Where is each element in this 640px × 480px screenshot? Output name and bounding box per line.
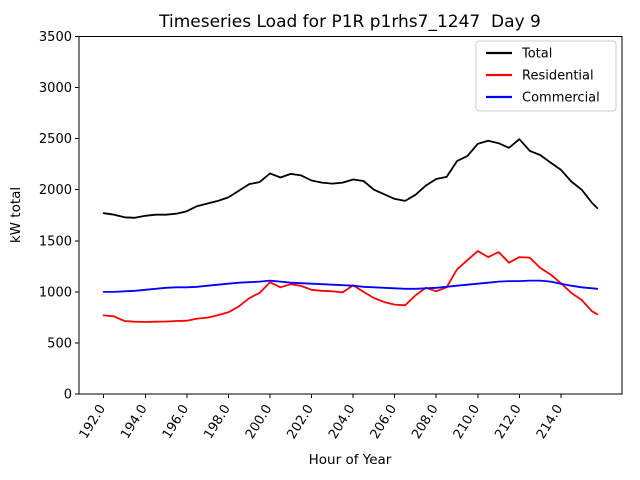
x-tick-label: 206.0 — [368, 402, 400, 442]
y-tick-label: 500 — [47, 336, 72, 351]
x-axis-label: Hour of Year — [309, 452, 392, 468]
y-tick-label: 3000 — [39, 81, 72, 96]
y-tick-label: 1000 — [39, 285, 72, 300]
x-tick-label: 196.0 — [160, 402, 192, 442]
axes-box — [78, 36, 623, 395]
x-tick-label: 214.0 — [534, 402, 566, 442]
x-tick-label: 208.0 — [409, 402, 441, 442]
legend-label-residential: Residential — [522, 69, 594, 84]
data-series — [102, 138, 599, 323]
y-tick-label: 3500 — [39, 30, 72, 45]
y-tick-label: 2000 — [39, 183, 72, 198]
x-tick-label: 198.0 — [201, 402, 233, 442]
x-tick-label: 212.0 — [492, 402, 524, 442]
series-line-total — [102, 138, 599, 219]
legend-box — [475, 40, 617, 112]
y-tick-label: 2500 — [39, 132, 72, 147]
x-tick-label: 194.0 — [118, 402, 150, 442]
x-tick-label: 210.0 — [451, 402, 483, 442]
legend: Total Residential Commercial — [475, 40, 617, 112]
legend-label-commercial: Commercial — [522, 91, 600, 106]
x-tick-label: 202.0 — [284, 402, 316, 442]
series-line-commercial — [102, 279, 599, 293]
x-tick-label: 204.0 — [326, 402, 358, 442]
x-tick-label: 200.0 — [243, 402, 275, 442]
x-axis-ticks: 192.0 194.0 196.0 198.0 200.0 202.0 204.0 206.0… — [77, 394, 566, 442]
axes-spines — [78, 36, 623, 395]
y-axis-ticks: 0 500 1000 1500 2000 2500 3000 3500 — [39, 30, 79, 403]
y-tick-label: 0 — [64, 388, 72, 403]
legend-label-total: Total — [521, 47, 552, 62]
y-tick-label: 1500 — [39, 234, 72, 249]
y-axis-label: kW total — [8, 187, 24, 243]
chart-title: Timeseries Load for P1R p1rhs7_1247 Day … — [158, 12, 541, 32]
x-tick-label: 192.0 — [77, 402, 109, 442]
